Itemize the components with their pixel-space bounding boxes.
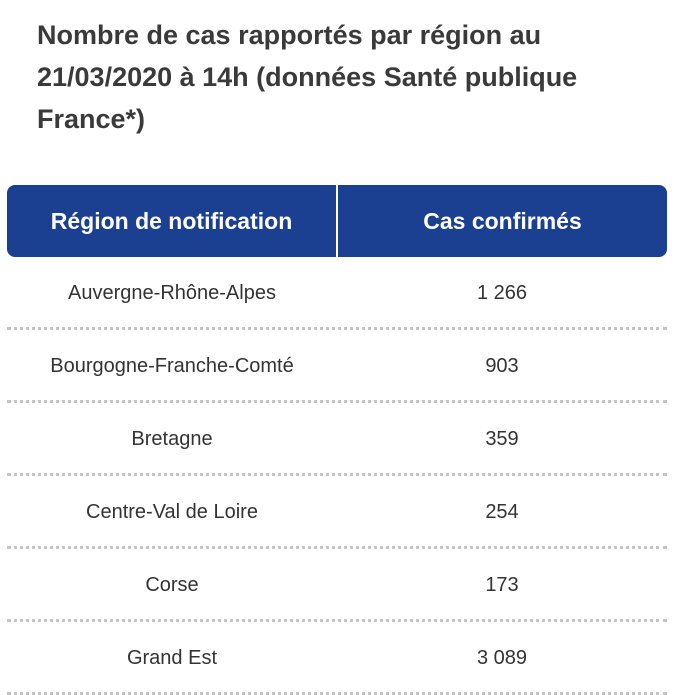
table-row: Grand Est 3 089 [7, 622, 667, 695]
table-row: Centre-Val de Loire 254 [7, 476, 667, 549]
table-row: Corse 173 [7, 549, 667, 622]
cases-cell: 903 [485, 354, 519, 377]
page-title: Nombre de cas rapportés par région au 21… [37, 20, 578, 134]
column-header-region: Région de notification [50, 207, 293, 234]
cases-cell: 359 [485, 427, 519, 450]
cases-table: Région de notification Cas confirmés Auv… [7, 185, 667, 695]
cases-cell: 1 266 [476, 281, 528, 304]
region-cell: Grand Est [126, 646, 218, 669]
cases-cell: 173 [485, 573, 519, 596]
table-row: Auvergne-Rhône-Alpes 1 266 [7, 257, 667, 330]
region-cell: Bourgogne-Franche-Comté [50, 354, 294, 377]
cases-cell: 3 089 [476, 646, 528, 669]
region-cell: Corse [145, 573, 199, 596]
table-header: Région de notification Cas confirmés [7, 185, 667, 257]
table-row: Bourgogne-Franche-Comté 903 [7, 330, 667, 403]
region-cell: Centre-Val de Loire [86, 500, 258, 523]
cases-cell: 254 [485, 500, 519, 523]
region-cell: Auvergne-Rhône-Alpes [68, 281, 276, 304]
table-row: Bretagne 359 [7, 403, 667, 476]
column-header-cases: Cas confirmés [336, 185, 667, 257]
region-cell: Bretagne [131, 427, 213, 450]
